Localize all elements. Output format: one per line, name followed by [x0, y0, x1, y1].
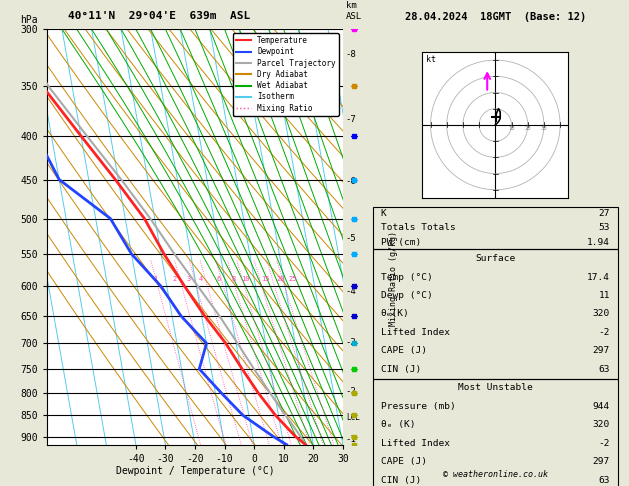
Text: 297: 297	[593, 347, 610, 355]
Text: 1.94: 1.94	[587, 238, 610, 247]
Text: -3: -3	[346, 338, 357, 347]
Text: 30: 30	[541, 126, 547, 131]
Text: 17.4: 17.4	[587, 273, 610, 281]
Text: 320: 320	[593, 310, 610, 318]
Text: 27: 27	[598, 209, 610, 218]
Text: 8: 8	[231, 276, 235, 282]
Text: 10: 10	[241, 276, 249, 282]
Text: 63: 63	[598, 365, 610, 374]
Text: -7: -7	[346, 115, 357, 124]
Text: -4: -4	[346, 287, 357, 296]
Text: Mixing Ratio (g/kg): Mixing Ratio (g/kg)	[389, 231, 398, 326]
Text: 297: 297	[593, 457, 610, 466]
Text: 3: 3	[187, 276, 191, 282]
Text: Totals Totals: Totals Totals	[381, 224, 455, 232]
Text: 20: 20	[276, 276, 285, 282]
Text: 1: 1	[153, 276, 157, 282]
Text: 53: 53	[598, 224, 610, 232]
Text: CIN (J): CIN (J)	[381, 476, 421, 485]
Text: θₑ (K): θₑ (K)	[381, 420, 415, 429]
Text: 63: 63	[598, 476, 610, 485]
Text: 10: 10	[508, 126, 515, 131]
Text: -2: -2	[598, 439, 610, 448]
Text: -2: -2	[598, 328, 610, 337]
Text: 2: 2	[172, 276, 176, 282]
Text: Dewp (°C): Dewp (°C)	[381, 291, 433, 300]
Text: 4: 4	[199, 276, 203, 282]
Text: kt: kt	[426, 55, 436, 64]
X-axis label: Dewpoint / Temperature (°C): Dewpoint / Temperature (°C)	[116, 467, 274, 476]
Text: K: K	[381, 209, 386, 218]
Text: -5: -5	[346, 234, 357, 243]
Text: Most Unstable: Most Unstable	[458, 383, 533, 392]
Text: CAPE (J): CAPE (J)	[381, 457, 426, 466]
Text: 944: 944	[593, 402, 610, 411]
Text: Lifted Index: Lifted Index	[381, 439, 450, 448]
Text: © weatheronline.co.uk: © weatheronline.co.uk	[443, 469, 548, 479]
Text: 320: 320	[593, 420, 610, 429]
Text: -1: -1	[346, 435, 357, 444]
Text: CAPE (J): CAPE (J)	[381, 347, 426, 355]
Text: Pressure (mb): Pressure (mb)	[381, 402, 455, 411]
Text: -8: -8	[346, 50, 357, 59]
Text: 15: 15	[262, 276, 270, 282]
Text: Surface: Surface	[476, 254, 515, 263]
Text: 20: 20	[525, 126, 531, 131]
Text: CIN (J): CIN (J)	[381, 365, 421, 374]
Text: Lifted Index: Lifted Index	[381, 328, 450, 337]
Text: -6: -6	[346, 177, 357, 187]
Text: θₑ(K): θₑ(K)	[381, 310, 409, 318]
Text: -2: -2	[346, 386, 357, 396]
Text: 25: 25	[288, 276, 297, 282]
Text: 6: 6	[216, 276, 221, 282]
Text: PW (cm): PW (cm)	[381, 238, 421, 247]
Text: Temp (°C): Temp (°C)	[381, 273, 433, 281]
Text: 11: 11	[598, 291, 610, 300]
Text: hPa: hPa	[21, 15, 38, 25]
Text: 40°11'N  29°04'E  639m  ASL: 40°11'N 29°04'E 639m ASL	[69, 11, 250, 21]
Legend: Temperature, Dewpoint, Parcel Trajectory, Dry Adiabat, Wet Adiabat, Isotherm, Mi: Temperature, Dewpoint, Parcel Trajectory…	[233, 33, 339, 116]
Text: km
ASL: km ASL	[346, 1, 362, 21]
Text: 28.04.2024  18GMT  (Base: 12): 28.04.2024 18GMT (Base: 12)	[404, 12, 586, 22]
Text: LCL: LCL	[346, 413, 360, 422]
